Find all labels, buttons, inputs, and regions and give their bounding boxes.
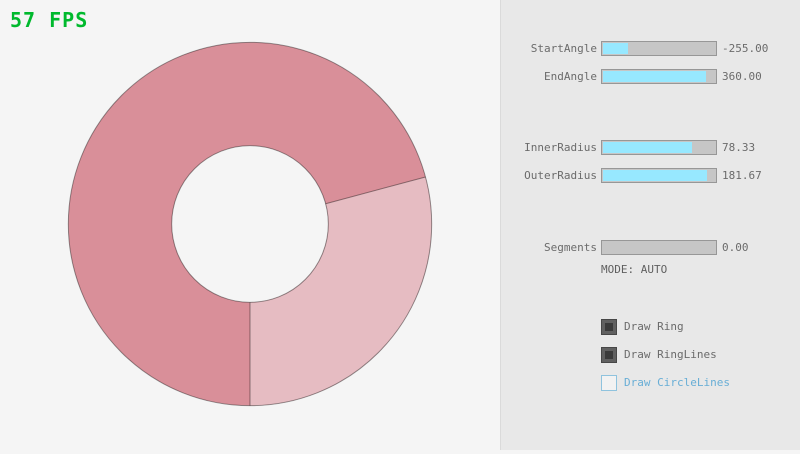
draw-ringlines-checkbox-label: Draw RingLines <box>624 348 717 361</box>
segments-value: 0.00 <box>722 241 749 254</box>
ring-outline-outer <box>67 41 433 407</box>
end-angle-label: EndAngle <box>544 70 597 83</box>
render-canvas: 57 FPS <box>10 8 433 407</box>
inner-radius-label: InnerRadius <box>524 141 597 154</box>
inner-radius-slider-fill <box>603 142 693 153</box>
start-angle-label: StartAngle <box>530 42 597 55</box>
start-angle-slider[interactable] <box>601 41 717 56</box>
ring-light-sector <box>250 176 432 406</box>
end-angle-slider-fill <box>603 71 706 82</box>
segments-slider[interactable] <box>601 240 717 255</box>
start-angle-slider-fill <box>603 43 628 54</box>
outer-radius-label: OuterRadius <box>524 169 597 182</box>
draw-ringlines-checkbox-mark <box>605 351 613 359</box>
draw-circlelines-checkbox-label: Draw CircleLines <box>624 376 730 389</box>
controls-panel: StartAngle -255.00 EndAngle 360.00 Inner… <box>500 0 800 450</box>
outer-radius-value: 181.67 <box>722 169 762 182</box>
draw-ringlines-checkbox[interactable] <box>601 347 617 363</box>
segments-mode-text: MODE: AUTO <box>601 263 668 276</box>
draw-circlelines-checkbox[interactable] <box>601 375 617 391</box>
inner-radius-value: 78.33 <box>722 141 756 154</box>
end-angle-slider[interactable] <box>601 69 717 84</box>
draw-ring-checkbox-label: Draw Ring <box>624 320 684 333</box>
end-angle-value: 360.00 <box>722 70 762 83</box>
outer-radius-slider[interactable] <box>601 168 717 183</box>
fps-counter: 57 FPS <box>10 8 89 32</box>
segments-label: Segments <box>544 241 597 254</box>
draw-ring-checkbox[interactable] <box>601 319 617 335</box>
outer-radius-slider-fill <box>603 170 707 181</box>
draw-ring-checkbox-mark <box>605 323 613 331</box>
donut-ring-figure <box>67 41 433 407</box>
start-angle-value: -255.00 <box>722 42 769 55</box>
ring-outline-inner <box>171 145 329 303</box>
ring-outline-start-edge <box>325 176 426 205</box>
inner-radius-slider[interactable] <box>601 140 717 155</box>
